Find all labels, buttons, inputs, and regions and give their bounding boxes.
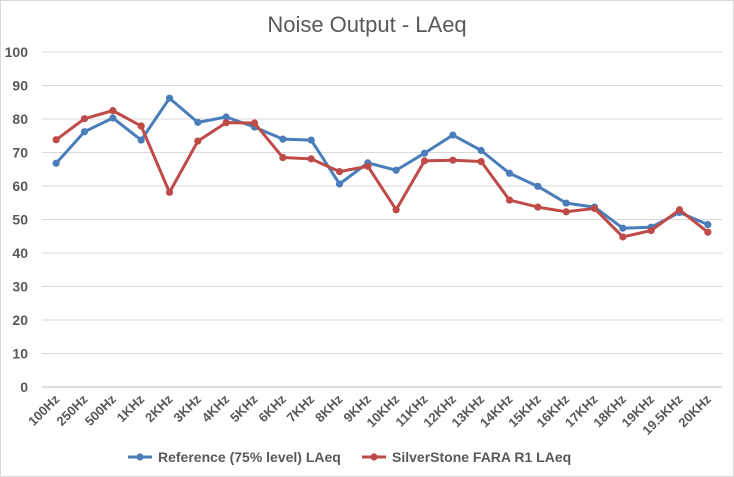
data-point xyxy=(477,157,485,166)
data-point xyxy=(222,113,230,121)
legend-swatch-marker xyxy=(136,453,144,461)
legend-label: Reference (75% level) LAeq xyxy=(158,449,341,465)
data-point xyxy=(52,136,60,144)
series-group xyxy=(52,94,712,241)
y-tick-label: 100 xyxy=(5,44,29,60)
legend: Reference (75% level) LAeq SilverStone FA… xyxy=(128,449,571,465)
data-point xyxy=(250,119,259,127)
data-point xyxy=(704,220,712,229)
data-point xyxy=(307,155,315,163)
data-point xyxy=(534,182,542,190)
data-point xyxy=(364,162,372,170)
data-point xyxy=(619,224,627,232)
y-tick-label: 10 xyxy=(12,346,28,362)
data-point xyxy=(505,169,514,177)
legend-item: SilverStone FARA R1 LAeq xyxy=(362,449,571,465)
data-point xyxy=(109,114,117,122)
y-tick-label: 60 xyxy=(12,178,28,194)
data-point xyxy=(52,159,60,167)
data-point xyxy=(194,118,202,126)
series-2 xyxy=(52,107,712,241)
data-point xyxy=(647,226,655,235)
data-point xyxy=(675,206,684,214)
y-tick-label: 30 xyxy=(12,279,28,295)
y-tick-label: 70 xyxy=(12,145,28,161)
legend-label: SilverStone FARA R1 LAeq xyxy=(392,449,571,465)
y-tick-label: 0 xyxy=(20,379,28,395)
data-point xyxy=(222,119,230,127)
x-tick-label: 5KHz xyxy=(227,391,261,425)
data-point xyxy=(420,157,429,165)
x-tick-label: 4KHz xyxy=(199,391,233,425)
data-point xyxy=(392,206,400,214)
x-tick-label: 100Hz xyxy=(25,391,63,429)
data-point xyxy=(420,149,429,157)
x-tick-label: 250Hz xyxy=(53,391,91,429)
series-1 xyxy=(52,94,712,232)
legend-item: Reference (75% level) LAeq xyxy=(128,449,341,465)
series-line xyxy=(54,96,710,230)
data-point xyxy=(562,208,570,216)
data-point xyxy=(562,199,570,207)
data-point xyxy=(505,196,514,204)
series-line xyxy=(54,109,710,239)
y-tick-label: 20 xyxy=(12,312,28,328)
data-point xyxy=(137,122,145,130)
data-point xyxy=(477,146,485,155)
data-point xyxy=(449,156,457,164)
y-axis: 0 10 20 30 40 50 60 70 80 90 100 xyxy=(5,44,29,395)
x-tick-label: 7KHz xyxy=(284,391,318,425)
data-point xyxy=(279,135,287,143)
data-point xyxy=(335,167,344,176)
data-point xyxy=(619,233,627,241)
data-point xyxy=(165,188,174,196)
x-axis: 100Hz250Hz500Hz1KHz2KHz3KHz4KHz5KHz6KHz7… xyxy=(25,386,722,438)
data-point xyxy=(392,166,400,174)
data-point xyxy=(80,115,89,123)
data-point xyxy=(109,107,117,115)
x-tick-label: 500Hz xyxy=(82,391,120,429)
x-tick-label: 20KHz xyxy=(675,391,714,430)
y-tick-label: 40 xyxy=(12,245,28,261)
data-point xyxy=(335,180,344,188)
data-point xyxy=(279,153,287,162)
x-tick-label: 2KHz xyxy=(142,391,176,425)
y-tick-label: 50 xyxy=(12,212,28,228)
data-point xyxy=(307,136,315,144)
x-tick-label: 6KHz xyxy=(255,391,289,425)
data-point xyxy=(704,228,712,236)
data-point xyxy=(80,128,89,136)
data-point xyxy=(449,131,457,139)
data-point xyxy=(590,204,599,213)
data-point xyxy=(194,137,202,145)
x-tick-label: 8KHz xyxy=(312,391,346,425)
x-tick-label: 3KHz xyxy=(170,391,204,425)
data-point xyxy=(534,203,542,211)
chart-title: Noise Output - LAeq xyxy=(267,12,467,37)
data-point xyxy=(165,94,174,102)
y-tick-label: 80 xyxy=(12,111,28,127)
data-point xyxy=(137,136,145,144)
legend-swatch-marker xyxy=(370,453,378,461)
gridlines xyxy=(42,51,722,354)
x-tick-label: 1KHz xyxy=(114,391,148,425)
y-tick-label: 90 xyxy=(12,78,28,94)
